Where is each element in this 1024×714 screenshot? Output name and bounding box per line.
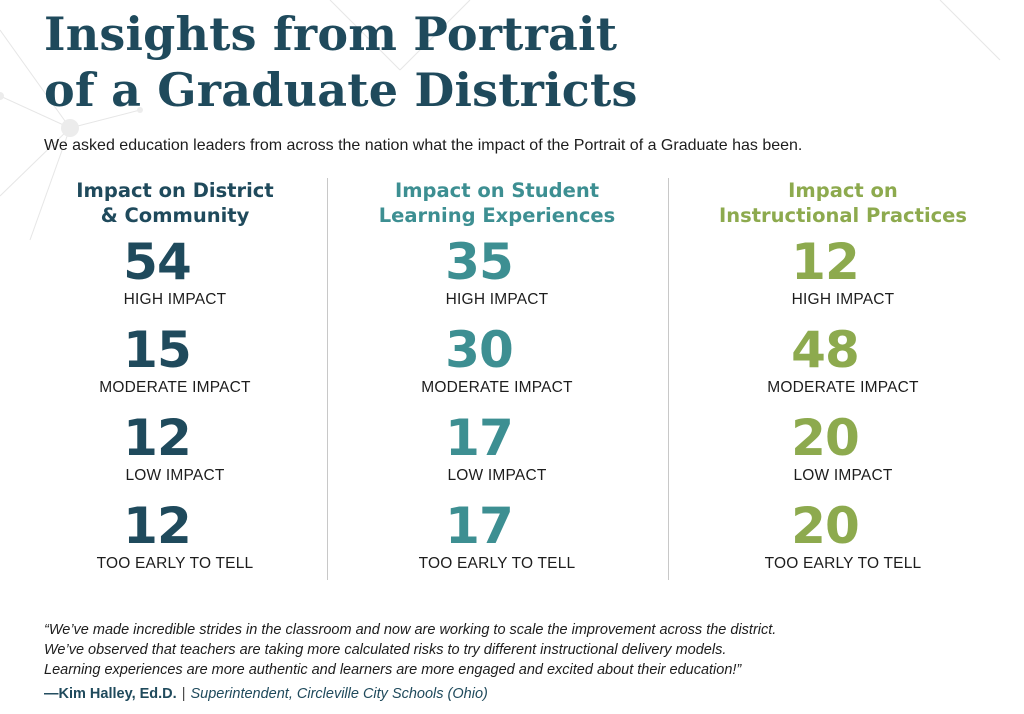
stat-value: 30 [445, 321, 514, 379]
stat-label: TOO EARLY TO TELL [418, 555, 576, 572]
column-heading-line-2: Instructional Practices [718, 204, 968, 227]
percent-sign: % [512, 420, 549, 462]
quote-author-role: Superintendent, Circleville City Schools… [190, 686, 488, 702]
column-heading: Impact on Student Learning Experiences [347, 178, 647, 234]
column-heading-line-1: Impact on [788, 179, 898, 202]
stat-value: 20 [791, 409, 860, 467]
percent-sign: % [858, 420, 895, 462]
stat-high-impact: 12% HIGH IMPACT [693, 234, 993, 322]
percent-sign: % [190, 420, 227, 462]
column-divider [327, 178, 328, 580]
column-heading: Impact on District & Community [25, 178, 325, 234]
stat-high-impact: 35% HIGH IMPACT [347, 234, 647, 322]
stat-label: LOW IMPACT [793, 467, 893, 484]
column-district-community: Impact on District & Community 54% HIGH … [25, 178, 325, 586]
percent-sign: % [190, 332, 227, 374]
page-title-line-1: Insights from Portrait [44, 7, 618, 61]
stat-label: HIGH IMPACT [791, 291, 895, 308]
percent-sign: % [512, 244, 549, 286]
quote-line: We’ve observed that teachers are taking … [44, 642, 727, 658]
stat-label: MODERATE IMPACT [421, 379, 573, 396]
stat-value: 35 [445, 233, 514, 291]
testimonial-quote: “We’ve made incredible strides in the cl… [44, 620, 944, 680]
percent-sign: % [512, 332, 549, 374]
stat-too-early: 20% TOO EARLY TO TELL [693, 498, 993, 586]
stat-high-impact: 54% HIGH IMPACT [25, 234, 325, 322]
stat-label: LOW IMPACT [125, 467, 225, 484]
stat-value: 12 [791, 233, 860, 291]
stat-value: 12 [123, 497, 192, 555]
stat-moderate-impact: 30% MODERATE IMPACT [347, 322, 647, 410]
percent-sign: % [512, 508, 549, 550]
attribution-separator: | [181, 686, 186, 702]
quote-attribution: —Kim Halley, Ed.D. | Superintendent, Circl… [44, 684, 488, 704]
column-instructional-practices: Impact on Instructional Practices 12% HI… [693, 178, 993, 586]
column-heading-line-2: Learning Experiences [378, 204, 616, 227]
stat-value: 15 [123, 321, 192, 379]
page-title: Insights from Portrait of a Graduate Dis… [44, 6, 638, 118]
stat-low-impact: 17% LOW IMPACT [347, 410, 647, 498]
column-student-learning: Impact on Student Learning Experiences 3… [347, 178, 647, 586]
quote-line: Learning experiences are more authentic … [44, 662, 742, 678]
stat-low-impact: 12% LOW IMPACT [25, 410, 325, 498]
column-heading-line-1: Impact on Student [394, 179, 600, 202]
stat-value: 54 [123, 233, 192, 291]
column-divider [668, 178, 669, 580]
quote-line: “We’ve made incredible strides in the cl… [44, 622, 777, 638]
stat-label: LOW IMPACT [447, 467, 547, 484]
percent-sign: % [858, 332, 895, 374]
stat-label: HIGH IMPACT [123, 291, 227, 308]
column-heading: Impact on Instructional Practices [693, 178, 993, 234]
quote-author: —Kim Halley, Ed.D. [44, 686, 177, 702]
page-title-line-2: of a Graduate Districts [44, 63, 638, 117]
stat-label: TOO EARLY TO TELL [764, 555, 922, 572]
stat-label: TOO EARLY TO TELL [96, 555, 254, 572]
stat-moderate-impact: 15% MODERATE IMPACT [25, 322, 325, 410]
percent-sign: % [190, 508, 227, 550]
stat-too-early: 17% TOO EARLY TO TELL [347, 498, 647, 586]
stat-label: HIGH IMPACT [445, 291, 549, 308]
percent-sign: % [858, 244, 895, 286]
column-heading-line-2: & Community [100, 204, 250, 227]
percent-sign: % [190, 244, 227, 286]
percent-sign: % [858, 508, 895, 550]
stat-value: 48 [791, 321, 860, 379]
stat-low-impact: 20% LOW IMPACT [693, 410, 993, 498]
stat-value: 20 [791, 497, 860, 555]
page-subtitle: We asked education leaders from across t… [44, 137, 803, 154]
stat-value: 17 [445, 497, 514, 555]
stat-too-early: 12% TOO EARLY TO TELL [25, 498, 325, 586]
stat-value: 12 [123, 409, 192, 467]
column-heading-line-1: Impact on District [76, 179, 274, 202]
stat-moderate-impact: 48% MODERATE IMPACT [693, 322, 993, 410]
stat-label: MODERATE IMPACT [99, 379, 251, 396]
stat-label: MODERATE IMPACT [767, 379, 919, 396]
stat-value: 17 [445, 409, 514, 467]
